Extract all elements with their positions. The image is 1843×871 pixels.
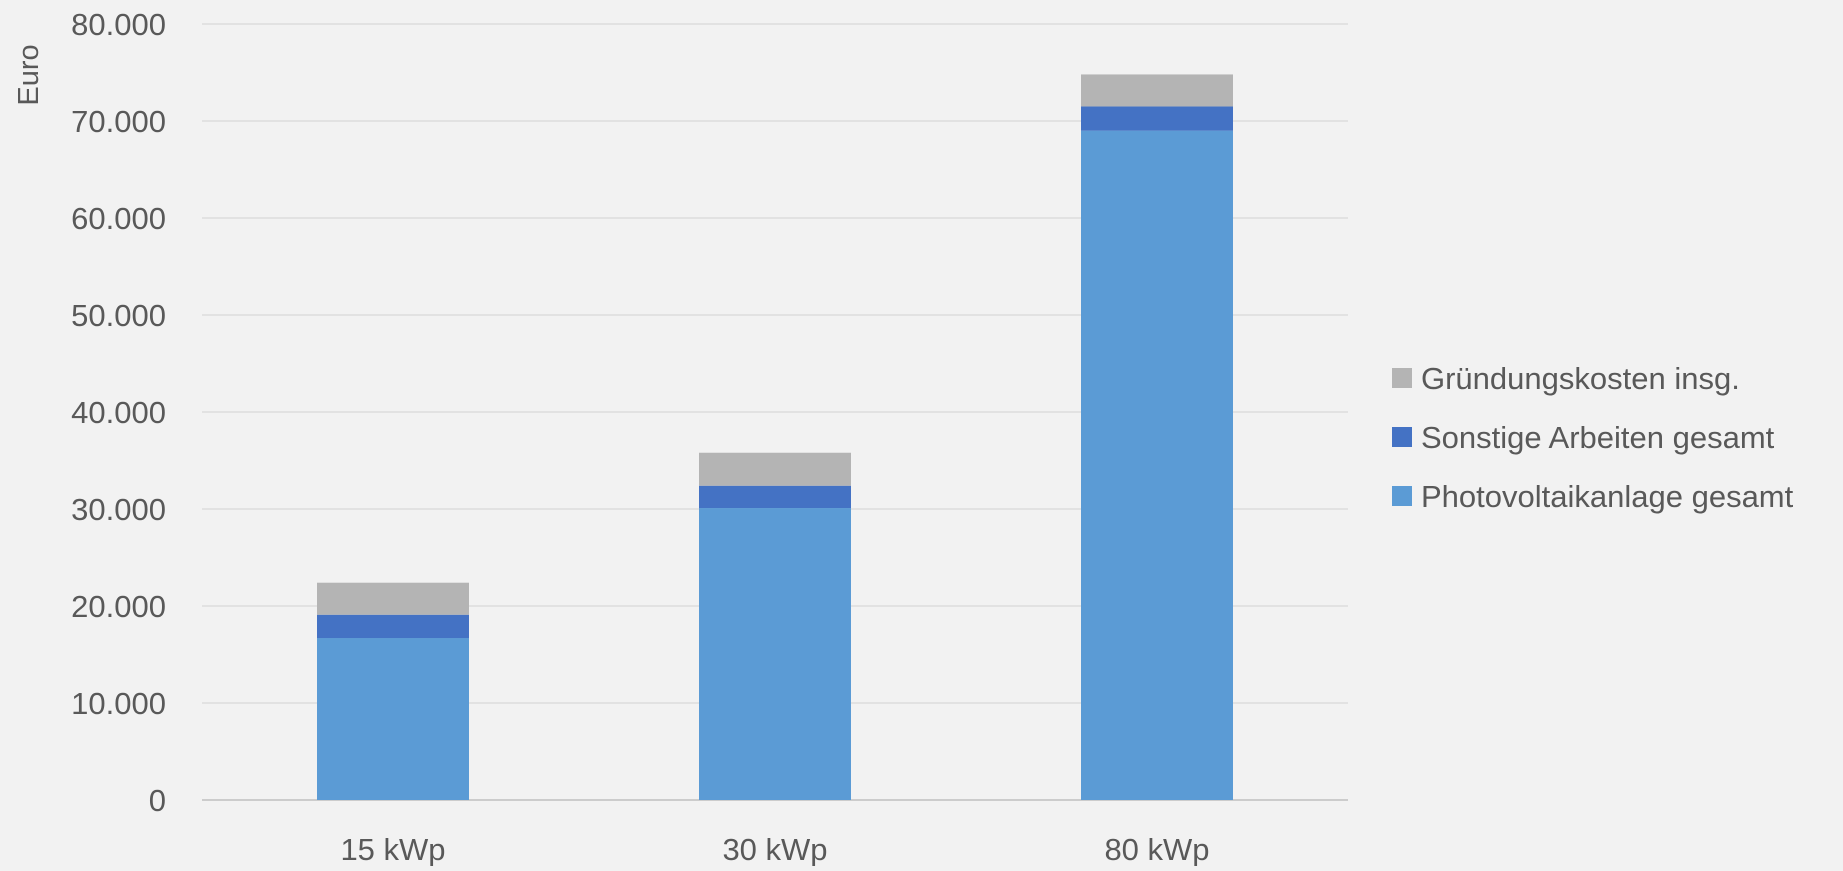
y-tick-label: 10.000	[71, 686, 166, 721]
y-tick-label: 0	[149, 783, 166, 818]
legend-label: Gründungskosten insg.	[1421, 361, 1740, 396]
legend-swatch	[1392, 486, 1412, 506]
x-tick-label: 80 kWp	[1104, 832, 1209, 866]
legend: Gründungskosten insg. Sonstige Arbeiten g…	[1392, 361, 1794, 514]
y-tick-label: 40.000	[71, 395, 166, 430]
bar-segment	[317, 583, 469, 615]
bar-segment	[317, 615, 469, 638]
legend-label: Sonstige Arbeiten gesamt	[1421, 420, 1775, 455]
y-tick-label: 70.000	[71, 104, 166, 139]
bar-segment	[699, 453, 851, 486]
bar-segment	[1081, 131, 1233, 800]
x-axis-ticks: 15 kWp 30 kWp 80 kWp	[340, 832, 1209, 866]
bar-segment	[1081, 106, 1233, 130]
legend-label: Photovoltaikanlage gesamt	[1421, 479, 1794, 514]
y-tick-label: 60.000	[71, 201, 166, 236]
y-axis-label: Euro	[13, 44, 45, 105]
y-axis-ticks: 0 10.000 20.000 30.000 40.000 50.000 60.000 70.…	[71, 7, 166, 818]
y-tick-label: 50.000	[71, 298, 166, 333]
bar-segment	[1081, 74, 1233, 106]
bar-segment	[699, 508, 851, 800]
y-tick-label: 20.000	[71, 589, 166, 624]
x-tick-label: 15 kWp	[340, 832, 445, 866]
bar-segment	[317, 638, 469, 800]
y-tick-label: 80.000	[71, 7, 166, 42]
bar-segment	[699, 486, 851, 508]
legend-swatch	[1392, 427, 1412, 447]
y-tick-label: 30.000	[71, 492, 166, 527]
bars	[317, 74, 1233, 800]
x-tick-label: 30 kWp	[722, 832, 827, 866]
legend-swatch	[1392, 368, 1412, 388]
